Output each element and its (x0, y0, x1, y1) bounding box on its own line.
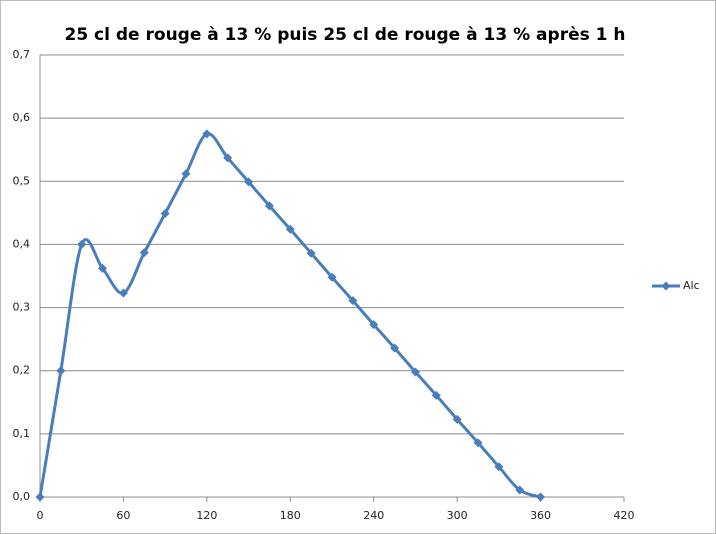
marker (348, 296, 358, 306)
x-tick-label: 0 (37, 509, 44, 522)
marker (56, 366, 66, 376)
marker (118, 288, 128, 298)
x-tick-label: 60 (116, 509, 130, 522)
marker (202, 129, 212, 139)
marker (515, 485, 525, 495)
legend-marker (661, 281, 671, 291)
x-tick-label: 360 (530, 509, 551, 522)
marker (536, 492, 546, 502)
marker (452, 414, 462, 424)
y-tick-label: 0,2 (13, 364, 31, 377)
marker (244, 177, 254, 187)
marker (494, 462, 504, 472)
marker (160, 208, 170, 218)
marker (139, 248, 149, 258)
marker (369, 320, 379, 330)
legend-label: Alc (683, 279, 700, 292)
x-tick-label: 420 (614, 509, 635, 522)
marker (77, 239, 87, 249)
marker (98, 263, 108, 273)
y-tick-label: 0,0 (13, 490, 31, 503)
x-tick-label: 300 (447, 509, 468, 522)
y-tick-label: 0,7 (13, 48, 31, 61)
marker (223, 153, 233, 163)
y-tick-label: 0,4 (13, 237, 31, 250)
marker (473, 438, 483, 448)
y-tick-label: 0,6 (13, 111, 31, 124)
x-tick-label: 180 (280, 509, 301, 522)
marker (390, 343, 400, 353)
marker (327, 272, 337, 282)
y-tick-label: 0,3 (13, 301, 31, 314)
chart-title: 25 cl de rouge à 13 % puis 25 cl de roug… (64, 25, 625, 45)
x-tick-label: 120 (196, 509, 217, 522)
marker (264, 201, 274, 211)
x-tick-label: 240 (363, 509, 384, 522)
y-tick-label: 0,5 (13, 174, 31, 187)
marker (431, 390, 441, 400)
marker (181, 169, 191, 179)
marker (306, 248, 316, 258)
marker (410, 367, 420, 377)
marker (35, 492, 45, 502)
marker (285, 224, 295, 234)
y-tick-label: 0,1 (13, 427, 31, 440)
